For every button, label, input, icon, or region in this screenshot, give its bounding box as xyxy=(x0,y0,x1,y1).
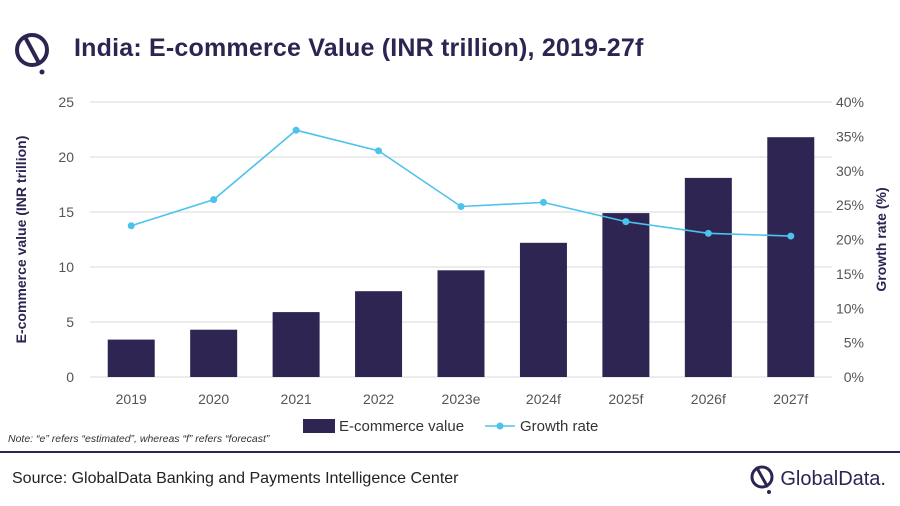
x-tick-label: 2026f xyxy=(691,391,726,407)
y2-tick-label: 25% xyxy=(836,197,864,213)
y2-tick-label: 40% xyxy=(836,94,864,110)
brand-name: GlobalData. xyxy=(780,467,886,490)
growth-rate-point xyxy=(622,218,630,226)
growth-rate-point xyxy=(539,198,547,206)
x-tick-label: 2020 xyxy=(198,391,229,407)
y-tick-label: 5 xyxy=(66,314,74,330)
growth-rate-point xyxy=(704,229,712,237)
bar xyxy=(437,270,485,377)
y-tick-label: 20 xyxy=(58,149,74,165)
bar xyxy=(190,329,238,377)
growth-rate-point xyxy=(292,126,300,134)
y2-tick-label: 35% xyxy=(836,128,864,144)
y2-tick-label: 30% xyxy=(836,163,864,179)
x-tick-label: 2023e xyxy=(442,391,481,407)
growth-rate-point xyxy=(210,196,218,204)
bar xyxy=(602,213,650,377)
y2-tick-label: 20% xyxy=(836,232,864,248)
bar xyxy=(519,242,567,377)
y2-axis-title: Growth rate (%) xyxy=(873,187,889,291)
y2-tick-label: 10% xyxy=(836,300,864,316)
x-tick-label: 2025f xyxy=(608,391,643,407)
growth-rate-point xyxy=(375,147,383,155)
chart-title: India: E-commerce Value (INR trillion), … xyxy=(74,34,644,62)
globaldata-logo-icon xyxy=(15,33,49,75)
bar xyxy=(684,177,732,377)
y2-tick-label: 0% xyxy=(844,369,864,385)
source-text: Source: GlobalData Banking and Payments … xyxy=(12,470,459,487)
growth-rate-point xyxy=(787,232,795,240)
y-axis-title: E-commerce value (INR trillion) xyxy=(13,136,29,344)
chart: 0 5 10 15 20 25 0% 5% 10% 15% 20% 25% 30% 35% 40% 2019 2… xyxy=(13,94,889,435)
x-tick-label: 2019 xyxy=(116,391,147,407)
legend-label-bar: E-commerce value xyxy=(339,418,464,435)
x-tick-label: 2022 xyxy=(363,391,394,407)
y-tick-label: 10 xyxy=(58,259,74,275)
growth-rate-point xyxy=(457,203,465,210)
legend-swatch-bar xyxy=(303,419,335,433)
growth-rate-point xyxy=(127,222,135,230)
x-tick-label: 2021 xyxy=(281,391,312,407)
brand-logo: GlobalData. xyxy=(748,463,886,495)
footer-divider xyxy=(0,451,900,453)
y-tick-label: 0 xyxy=(66,369,74,385)
bar xyxy=(107,339,155,377)
chart-note: Note: “e” refers “estimated”, whereas “f… xyxy=(8,433,270,445)
y-tick-label: 25 xyxy=(58,94,74,110)
legend-label-line: Growth rate xyxy=(520,418,598,435)
bar xyxy=(767,137,815,377)
x-tick-label: 2027f xyxy=(773,391,808,407)
bar xyxy=(355,291,403,377)
bar xyxy=(272,312,320,377)
y-tick-label: 15 xyxy=(58,204,74,220)
x-tick-label: 2024f xyxy=(526,391,561,407)
y2-tick-label: 5% xyxy=(844,335,864,351)
y2-tick-label: 15% xyxy=(836,266,864,282)
legend-swatch-line-marker xyxy=(496,422,504,430)
globaldata-logo-icon xyxy=(750,465,774,494)
header: India: E-commerce Value (INR trillion), … xyxy=(0,0,900,90)
